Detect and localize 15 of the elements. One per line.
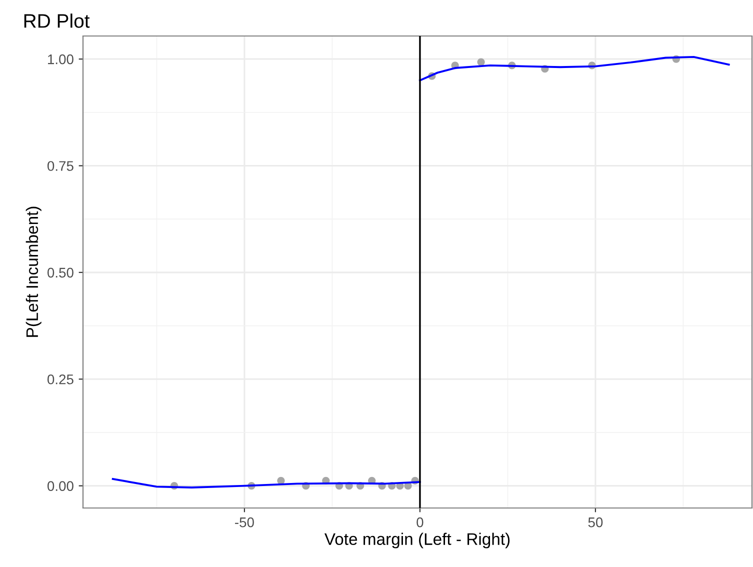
line-series: [112, 478, 421, 488]
line-series: [418, 56, 730, 82]
y-tick-label: 0.00: [47, 481, 74, 491]
y-tick-label: 0.25: [47, 374, 74, 384]
y-tick-label: 1.00: [48, 54, 74, 64]
x-tick-label: 50: [588, 517, 603, 528]
y-axis-title: P(Left Incumbent): [26, 206, 42, 337]
x-axis-title: Vote margin (Left - Right): [324, 532, 510, 548]
y-tick-label: 0.75: [47, 161, 74, 171]
point: [277, 476, 285, 484]
y-tick-label: 0.50: [47, 268, 74, 278]
x-tick-label: 0: [416, 517, 424, 528]
point: [477, 58, 485, 66]
x-tick-label: -50: [235, 517, 254, 528]
chart-title: RD Plot: [24, 14, 90, 28]
